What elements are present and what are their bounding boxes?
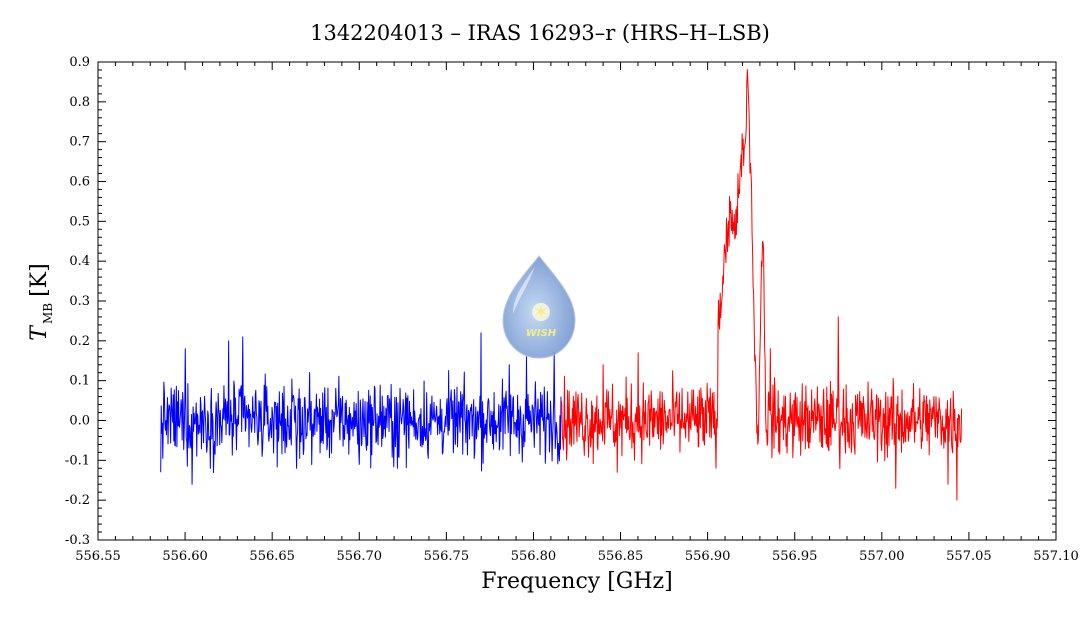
logo-text: WISH: [526, 328, 557, 339]
spectrum-trace-blue: [160, 332, 562, 485]
y-tick-label: 0.9: [69, 55, 90, 70]
x-tick-label: 556.55: [75, 549, 121, 564]
x-tick-label: 557.00: [859, 549, 905, 564]
y-tick-label: 0.1: [69, 374, 90, 389]
x-tick-label: 557.10: [1033, 549, 1079, 564]
chart-title: 1342204013 – IRAS 16293–r (HRS–H–LSB): [310, 21, 770, 45]
y-tick-label: 0.6: [69, 175, 90, 190]
y-tick-label: 0.7: [69, 135, 90, 150]
x-tick-label: 556.85: [598, 549, 644, 564]
star-glow: [532, 303, 550, 321]
y-tick-label: 0.4: [69, 254, 90, 269]
y-tick-labels: -0.3 -0.2 -0.1 0.0 0.1 0.2 0.3 0.4 0.5 0.6 0.7 0.8 0…: [65, 55, 90, 548]
y-tick-label: 0.8: [69, 95, 90, 110]
plot-frame: [97, 61, 1057, 541]
y-tick-label: 0.5: [69, 214, 90, 229]
y-tick-label: 0.3: [69, 294, 90, 309]
y-axis-unit: [K]: [27, 263, 52, 297]
y-tick-label: 0.2: [69, 334, 90, 349]
x-tick-label: 557.05: [946, 549, 992, 564]
y-tick-label: -0.3: [65, 533, 90, 548]
x-tick-label: 556.60: [162, 549, 208, 564]
x-tick-labels: 556.55 556.60 556.65 556.70 556.75 556.80 556.…: [75, 549, 1079, 564]
x-tick-label: 556.80: [511, 549, 557, 564]
y-axis-subscript: MB: [41, 303, 55, 324]
spectrum-traces: [160, 69, 963, 501]
x-tick-label: 556.65: [249, 549, 295, 564]
y-axis-symbol: T: [27, 324, 52, 341]
spectrum-trace-red: [560, 69, 963, 501]
plot-axes: [97, 61, 1057, 541]
x-tick-label: 556.95: [772, 549, 818, 564]
wish-logo: ✶ WISH: [502, 255, 576, 359]
star-icon: ✶: [533, 302, 548, 323]
x-tick-label: 556.90: [685, 549, 731, 564]
svg-text:TMB[K]: TMB [K]: [27, 263, 55, 340]
y-axis-label: TMB [K]: [27, 263, 55, 340]
y-tick-label: -0.1: [65, 453, 90, 468]
x-tick-label: 556.70: [337, 549, 383, 564]
x-axis-label: Frequency [GHz]: [481, 569, 673, 594]
y-tick-label: 0.0: [69, 414, 90, 429]
drop-highlight: [513, 266, 535, 314]
x-tick-label: 556.75: [424, 549, 470, 564]
y-tick-label: -0.2: [65, 493, 90, 508]
